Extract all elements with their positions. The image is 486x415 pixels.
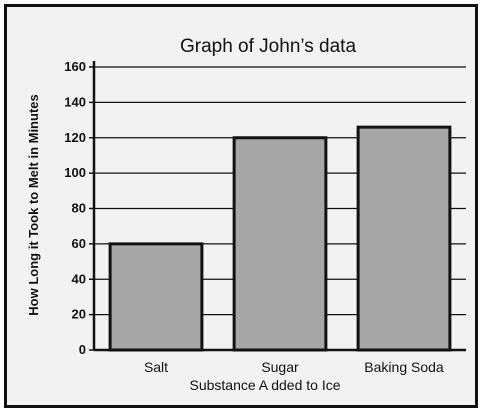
y-tick-label: 140 [64,94,86,109]
x-axis-label: Substance A dded to Ice [189,377,340,393]
bar-sugar [232,136,328,352]
y-tick-label: 80 [72,201,86,216]
y-axis-label: How Long it Took to Melt in Minutes [26,94,41,315]
y-tick-label: 60 [72,236,86,251]
bar-baking-soda [356,125,452,352]
x-tick-label: Sugar [261,359,299,375]
y-tick-label: 120 [64,130,86,145]
y-tick-label: 160 [64,59,86,74]
x-tick-labels: Salt Sugar Baking Soda [144,359,444,375]
x-tick-label: Salt [144,359,168,375]
bar-salt [108,242,204,352]
bars [108,125,452,352]
y-tick-label: 20 [72,307,86,322]
y-tick-labels: 0 20 40 60 80 100 120 140 160 [64,59,86,357]
y-tick-label: 0 [79,342,86,357]
chart-title: Graph of John’s data [180,36,356,57]
x-tick-label: Baking Soda [364,359,444,375]
axes [92,61,466,352]
y-tick-label: 100 [64,165,86,180]
y-tick-label: 40 [72,271,86,286]
